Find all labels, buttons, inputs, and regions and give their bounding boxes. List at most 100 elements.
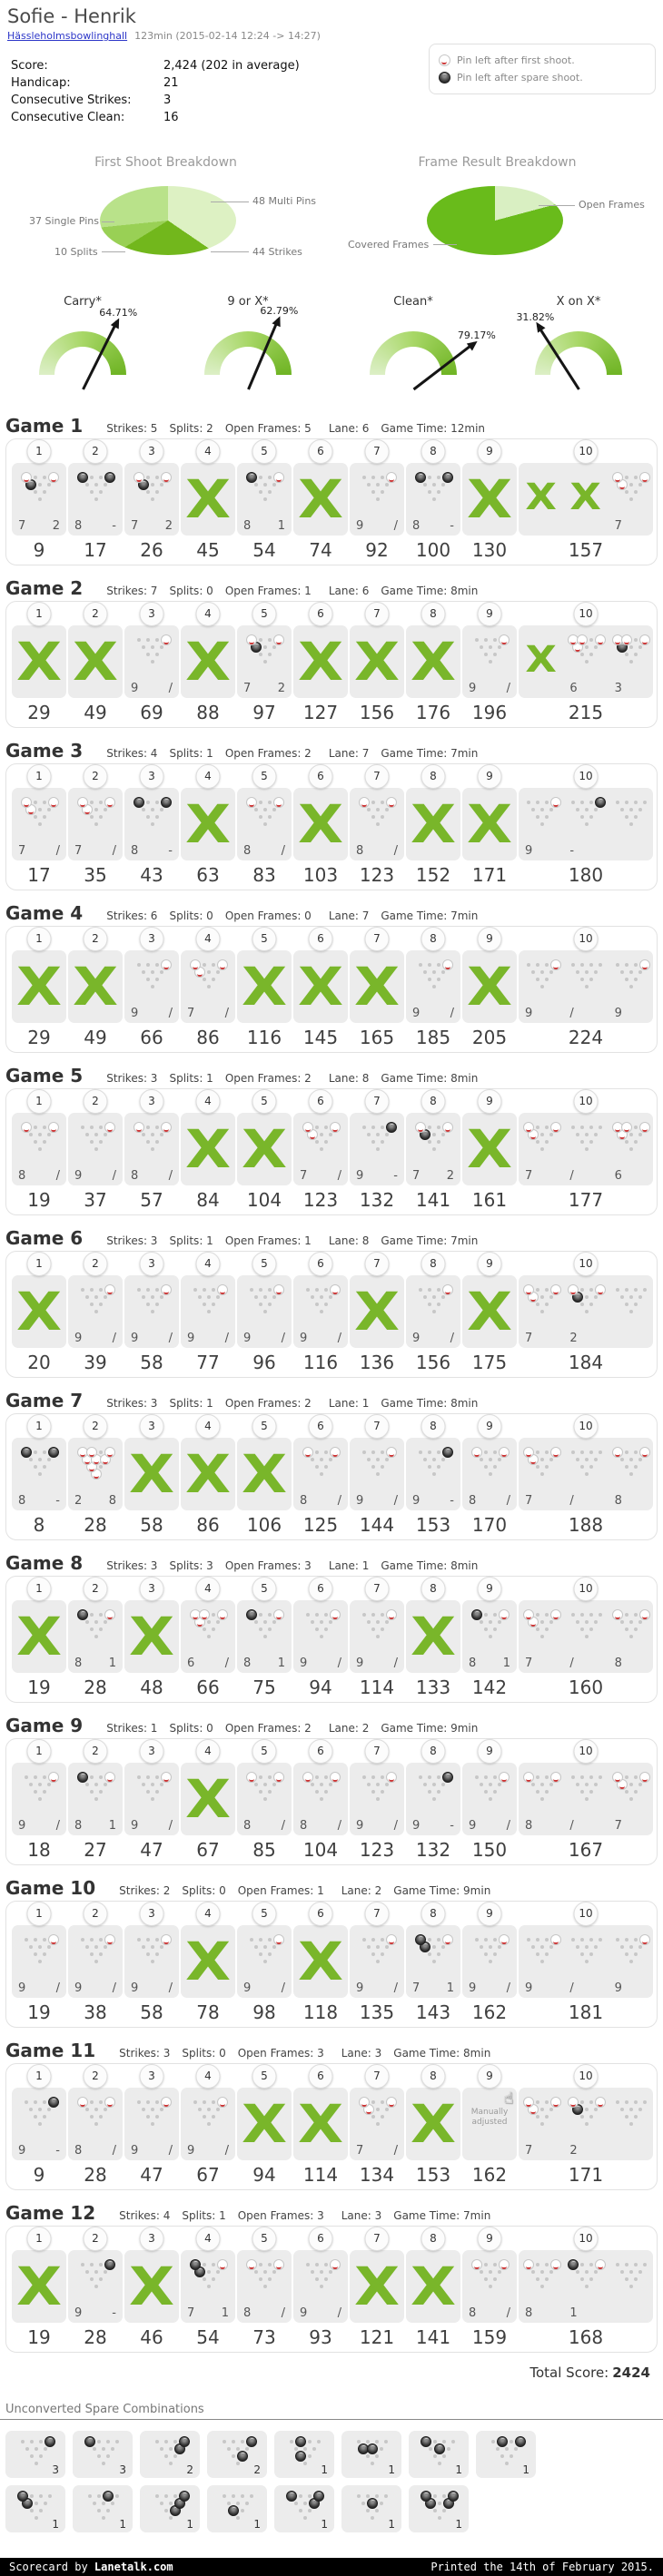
pin-spot [510, 2440, 513, 2443]
frame-number-badge: 3 [139, 439, 164, 464]
manually-adjusted-label: Manually adjusted [470, 2108, 509, 2127]
pin-diagram [357, 1933, 397, 1968]
pin-spot [38, 2122, 42, 2126]
frame: 2 9/39 [68, 1252, 123, 1373]
pin-spot [268, 1790, 272, 1794]
frame-box: 8/ [237, 788, 292, 860]
pin-spot [385, 1783, 389, 1786]
pin-spot [324, 1450, 328, 1454]
pin-spot [480, 1783, 483, 1786]
pin-spot [480, 1945, 483, 1949]
frame-box: X [124, 2250, 179, 2323]
game-stat: Strikes: 3 [106, 1072, 158, 1085]
frame: 5 8/85 [237, 1739, 292, 1861]
spare-combination-count: 1 [455, 2518, 462, 2531]
pin-diagram [413, 1446, 453, 1480]
frame-score: 153 [415, 1514, 451, 1536]
pin-diagram [284, 2435, 324, 2470]
pin-spot [303, 2502, 307, 2505]
pin-spot [442, 2454, 446, 2458]
pin-spot [575, 2270, 579, 2274]
pin-standing-icon [104, 1934, 115, 1945]
pin-spot [263, 1310, 267, 1313]
pin-spot [203, 978, 206, 981]
pin-spot [629, 1133, 634, 1136]
pin-spot [115, 2494, 119, 2498]
pin-spot [212, 978, 215, 981]
pin-spot [29, 1458, 33, 1461]
frame: 5 8 1 54 [237, 439, 292, 561]
pin-diagram [413, 1121, 453, 1155]
frame-score: 116 [302, 1352, 339, 1373]
frame-number-badge: 3 [139, 1252, 164, 1276]
pin-spot [254, 1295, 258, 1299]
shot-second: / [224, 1007, 229, 1020]
frame-score: 114 [359, 1676, 395, 1698]
pin-spot [634, 1303, 638, 1306]
pin-spot [85, 483, 89, 487]
pin-spot [43, 801, 46, 804]
pin-spot [320, 1635, 323, 1638]
pin-spot [634, 2115, 638, 2119]
frame-number-badge: 8 [421, 1739, 446, 1764]
pin-spot [493, 2277, 497, 2281]
shot-first: 7 [74, 844, 83, 858]
shot-first: 7 [243, 682, 252, 695]
pin-spot [376, 1960, 380, 1963]
pin-standing-icon [330, 1122, 341, 1133]
pin-missed-icon [179, 2491, 190, 2502]
pin-spot [259, 1938, 262, 1942]
frame-score: 157 [568, 539, 604, 561]
venue-link[interactable]: Hässleholmsbowlinghall [7, 30, 128, 42]
pin-spot [625, 2277, 629, 2281]
pin-spot [489, 1620, 492, 1624]
pin-standing-icon [161, 1122, 172, 1133]
frame-score: 171 [568, 2164, 604, 2186]
pin-spot [616, 2263, 620, 2266]
pin-spot [480, 645, 483, 649]
frame-box: X [406, 788, 460, 860]
pin-spot [160, 1945, 163, 1949]
frame-score: 162 [471, 2001, 508, 2023]
cursor-icon: ☝ [503, 2089, 513, 2108]
pin-spot [367, 1945, 371, 1949]
pin-diagram [566, 1933, 606, 1968]
pin-spot [198, 2108, 202, 2111]
stat-value: 3 [163, 93, 172, 107]
pin-diagram [470, 1608, 510, 1643]
pin-diagram [521, 1608, 561, 1643]
pin-spot [315, 1140, 319, 1144]
shot-char: 8 [525, 1819, 533, 1833]
pin-spot [441, 1133, 445, 1136]
pin-spot [207, 970, 211, 974]
pin-spot [437, 1450, 440, 1454]
frame-score: 19 [27, 1676, 51, 1698]
pin-standing-icon [104, 1122, 115, 1133]
game-block: Game 10 Strikes: 2 Splits: 0 Open Frames: 1… [5, 1877, 658, 2028]
pin-spot [376, 822, 380, 826]
shot-first: 7 [131, 519, 139, 533]
manually-adjusted-frame[interactable]: Manually adjusted ☝ [462, 2088, 517, 2160]
pin-spot [223, 2440, 226, 2443]
frames-strip: 1 X 19 2 9-28 3 X 46 4 7 1 54 5 8/73 6 9/93 7 X 121 8 X 141 9 8… [5, 2226, 658, 2353]
game-title: Game 3 [5, 740, 84, 762]
pin-spot [151, 2108, 154, 2111]
pin-spot [584, 1635, 589, 1638]
pin-diagram [217, 2490, 257, 2524]
pin-spot [371, 1775, 375, 1779]
pin-spot [579, 1627, 584, 1631]
pin-spot [484, 1938, 488, 1942]
spare-combination-count: 1 [388, 2463, 395, 2476]
footer-bar: Scorecard by Lanetalk.com Printed the 14… [0, 2558, 663, 2576]
spare-combination-tile: 1 [409, 2431, 469, 2478]
frame-number-badge: 8 [421, 927, 446, 951]
pin-spot [634, 1126, 638, 1129]
frame-box: 8/ [68, 2088, 123, 2160]
pin-diagram [75, 1771, 115, 1805]
pin-spot [272, 2270, 276, 2274]
frame: 7 9/114 [350, 1577, 404, 1698]
pin-spot [625, 1288, 629, 1292]
frame: 6 9/93 [293, 2227, 348, 2348]
pin-standing-icon [594, 634, 606, 645]
pin-spot [259, 1790, 262, 1794]
